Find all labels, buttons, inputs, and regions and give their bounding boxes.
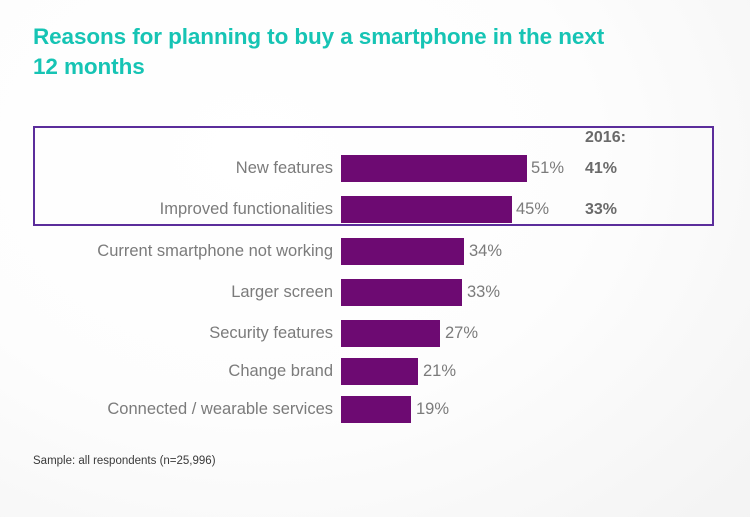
bar (341, 279, 462, 306)
bar-category-label: Improved functionalities (159, 200, 333, 218)
bar-track (341, 320, 440, 347)
bar-value-label: 27% (445, 324, 479, 342)
chart-row: Larger screen 33% (0, 279, 750, 306)
chart-row: New features 51% 41% (0, 155, 750, 182)
bar-category-label: Current smartphone not working (97, 242, 333, 260)
previous-year-header: 2016: (585, 129, 626, 146)
chart-row: Improved functionalities 45% 33% (0, 196, 750, 223)
bar-value-label: 19% (416, 400, 450, 418)
bar-value-label: 34% (469, 242, 503, 260)
chart-row: Security features 27% (0, 320, 750, 347)
bar-category-label: Security features (209, 324, 333, 342)
bar-category-label: Connected / wearable services (107, 400, 333, 418)
bar-category-label: New features (235, 159, 333, 177)
page-title: Reasons for planning to buy a smartphone… (33, 24, 605, 79)
bar (341, 358, 418, 385)
bar-track (341, 196, 512, 223)
previous-year-value: 33% (585, 201, 618, 218)
bar-value-label: 45% (516, 200, 550, 218)
bar (341, 396, 411, 423)
previous-year-value: 41% (585, 160, 618, 177)
bar-value-label: 21% (423, 362, 457, 380)
bar-category-label: Larger screen (231, 283, 333, 301)
bar-track (341, 279, 462, 306)
bar (341, 155, 527, 182)
chart-row: Change brand 21% (0, 358, 750, 385)
bar-category-label: Change brand (228, 362, 333, 380)
bar-value-label: 51% (531, 159, 565, 177)
bar-track (341, 155, 527, 182)
bar (341, 196, 512, 223)
chart-row: Current smartphone not working 34% (0, 238, 750, 265)
bar-value-label: 33% (467, 283, 501, 301)
bar-track (341, 358, 418, 385)
footnote-sample-size: Sample: all respondents (n=25,996) (33, 455, 216, 467)
chart-row: Connected / wearable services 19% (0, 396, 750, 423)
bar (341, 320, 440, 347)
bar-track (341, 238, 464, 265)
bar-track (341, 396, 411, 423)
bar (341, 238, 464, 265)
